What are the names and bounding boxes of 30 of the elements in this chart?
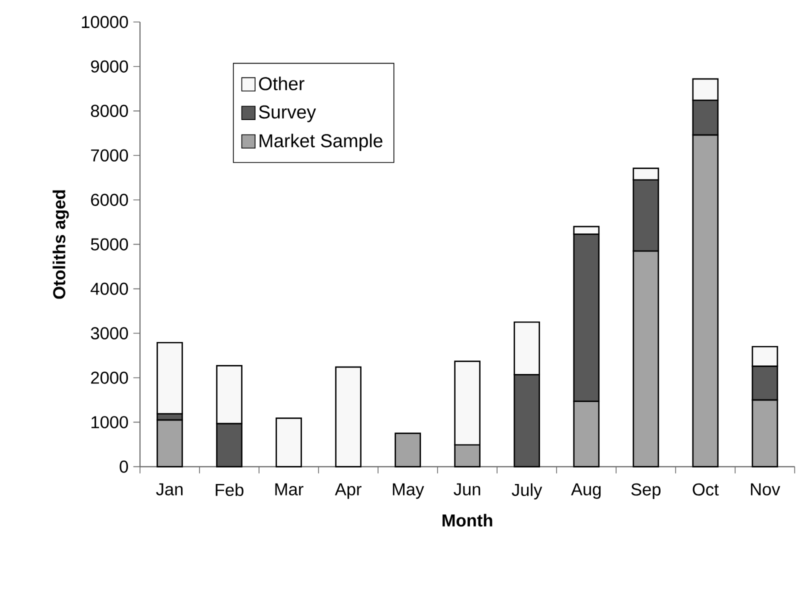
y-tick-label: 5000 [90, 238, 128, 250]
y-tick-label: 3000 [90, 327, 128, 340]
y-axis-title: Otoliths aged [52, 190, 69, 299]
x-tick-label: Feb [216, 483, 244, 496]
x-tick-label: Oct [692, 483, 719, 496]
x-tick-label: Apr [334, 483, 362, 499]
y-tick-label: 10000 [82, 16, 128, 28]
x-tick-label: Mar [275, 483, 304, 496]
y-tick-label: 7000 [91, 149, 128, 162]
y-tick-label: 0 [120, 460, 128, 473]
x-tick-label: Aug [571, 483, 601, 499]
bar [276, 418, 302, 468]
legend-label: Other [259, 76, 304, 90]
bar [394, 432, 421, 468]
x-tick-label: Nov [750, 483, 780, 496]
y-tick-label: 6000 [91, 194, 128, 206]
y-tick-label: 4000 [90, 282, 128, 295]
x-axis-title: Month [442, 514, 492, 527]
legend-label: Survey [259, 105, 316, 122]
y-tick-label: 9000 [91, 60, 128, 73]
x-tick-label: Jun [454, 483, 480, 496]
y-tick-label: 8000 [90, 104, 128, 118]
legend-label: Market Sample [260, 134, 382, 152]
x-tick-label: Jan [156, 483, 183, 496]
x-tick-label: July [512, 483, 542, 500]
y-tick-label: 1000 [92, 416, 128, 428]
x-tick-label: Sep [631, 483, 661, 499]
x-tick-label: May [392, 483, 424, 499]
y-tick-label: 2000 [91, 372, 128, 384]
bar [335, 366, 362, 468]
